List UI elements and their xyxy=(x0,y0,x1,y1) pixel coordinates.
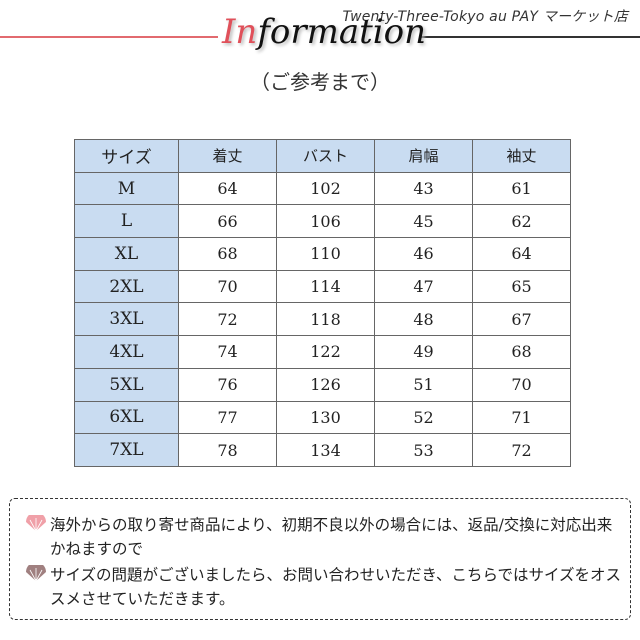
table-row: 7XL 78 134 53 72 xyxy=(74,433,574,467)
table-cell: 45 xyxy=(374,204,473,239)
table-cell: 48 xyxy=(374,302,473,337)
column-header: バスト xyxy=(276,139,375,173)
table-cell: 66 xyxy=(178,204,277,239)
table-row: XL 68 110 46 64 xyxy=(74,237,574,271)
table-cell: 67 xyxy=(472,302,571,337)
table-row: L 66 106 45 62 xyxy=(74,204,574,239)
table-cell: 64 xyxy=(178,171,277,206)
table-cell: 52 xyxy=(374,400,473,435)
divider-left xyxy=(0,36,218,38)
size-cell: L xyxy=(74,204,179,239)
table-cell: 47 xyxy=(374,269,473,304)
table-cell: 114 xyxy=(276,269,375,304)
table-edge xyxy=(570,368,574,401)
note-text: サイズの問題がございましたら、お問い合わせいただき、こちらではサイズをオススメさ… xyxy=(50,566,622,608)
size-table: サイズ 着丈 バスト 肩幅 袖丈 M 64 102 43 61 L 66 106 45 62 XL 68 110 4… xyxy=(74,139,574,467)
table-row: 2XL 70 114 47 65 xyxy=(74,269,574,304)
shop-name: Twenty-Three-Tokyo au PAY マーケット店 xyxy=(342,9,628,25)
table-cell: 72 xyxy=(178,302,277,337)
size-cell: 7XL xyxy=(74,433,179,467)
table-cell: 118 xyxy=(276,302,375,337)
size-cell: M xyxy=(74,171,179,206)
table-cell: 130 xyxy=(276,400,375,435)
page-title: Information xyxy=(222,12,426,52)
table-cell: 106 xyxy=(276,204,375,239)
size-cell: XL xyxy=(74,237,179,271)
column-header: サイズ xyxy=(74,139,179,173)
table-edge xyxy=(570,302,574,336)
table-cell: 77 xyxy=(178,400,277,435)
fan-icon xyxy=(26,515,46,532)
table-cell: 70 xyxy=(178,269,277,304)
table-cell: 61 xyxy=(472,171,571,206)
table-cell: 110 xyxy=(276,237,375,271)
column-header: 袖丈 xyxy=(472,139,571,173)
table-edge xyxy=(570,401,574,434)
table-cell: 62 xyxy=(472,204,571,239)
table-cell: 51 xyxy=(374,367,473,402)
table-row: 4XL 74 122 49 68 xyxy=(74,335,574,369)
table-edge xyxy=(570,335,574,369)
table-cell: 71 xyxy=(472,400,571,435)
table-edge xyxy=(570,172,574,205)
table-cell: 49 xyxy=(374,335,473,369)
table-edge xyxy=(570,433,574,467)
column-header: 肩幅 xyxy=(374,139,473,173)
title-accent: In xyxy=(222,12,258,52)
table-edge xyxy=(570,237,574,271)
subtitle: （ご参考まで） xyxy=(250,70,390,94)
column-header: 着丈 xyxy=(178,139,277,173)
table-edge xyxy=(570,204,574,238)
size-cell: 3XL xyxy=(74,302,179,337)
table-edge xyxy=(570,139,574,173)
table-cell: 46 xyxy=(374,237,473,271)
size-cell: 2XL xyxy=(74,269,179,304)
table-row: 5XL 76 126 51 70 xyxy=(74,367,574,402)
table-cell: 102 xyxy=(276,171,375,206)
size-cell: 5XL xyxy=(74,367,179,402)
table-cell: 43 xyxy=(374,171,473,206)
size-cell: 4XL xyxy=(74,335,179,369)
table-cell: 68 xyxy=(472,335,571,369)
fan-icon xyxy=(26,565,46,582)
table-row: 6XL 77 130 52 71 xyxy=(74,400,574,435)
table-cell: 53 xyxy=(374,433,473,467)
table-cell: 68 xyxy=(178,237,277,271)
table-cell: 72 xyxy=(472,433,571,467)
table-cell: 122 xyxy=(276,335,375,369)
table-row: M 64 102 43 61 xyxy=(74,171,574,206)
note-text: 海外からの取り寄せ商品により、初期不良以外の場合には、返品/交換に対応出来かねま… xyxy=(50,516,613,558)
table-cell: 74 xyxy=(178,335,277,369)
table-row: 3XL 72 118 48 67 xyxy=(74,302,574,337)
table-header-row: サイズ 着丈 バスト 肩幅 袖丈 xyxy=(74,139,574,173)
size-cell: 6XL xyxy=(74,400,179,435)
table-cell: 64 xyxy=(472,237,571,271)
table-cell: 134 xyxy=(276,433,375,467)
note-item: サイズの問題がございましたら、お問い合わせいただき、こちらではサイズをオススメさ… xyxy=(24,563,624,611)
table-cell: 126 xyxy=(276,367,375,402)
notes-box: 海外からの取り寄せ商品により、初期不良以外の場合には、返品/交換に対応出来かねま… xyxy=(9,498,631,620)
table-edge xyxy=(570,270,574,303)
table-cell: 70 xyxy=(472,367,571,402)
note-item: 海外からの取り寄せ商品により、初期不良以外の場合には、返品/交換に対応出来かねま… xyxy=(24,513,624,561)
table-cell: 65 xyxy=(472,269,571,304)
title-rest: formation xyxy=(257,12,427,52)
table-cell: 76 xyxy=(178,367,277,402)
divider-right xyxy=(420,36,640,38)
table-cell: 78 xyxy=(178,433,277,467)
